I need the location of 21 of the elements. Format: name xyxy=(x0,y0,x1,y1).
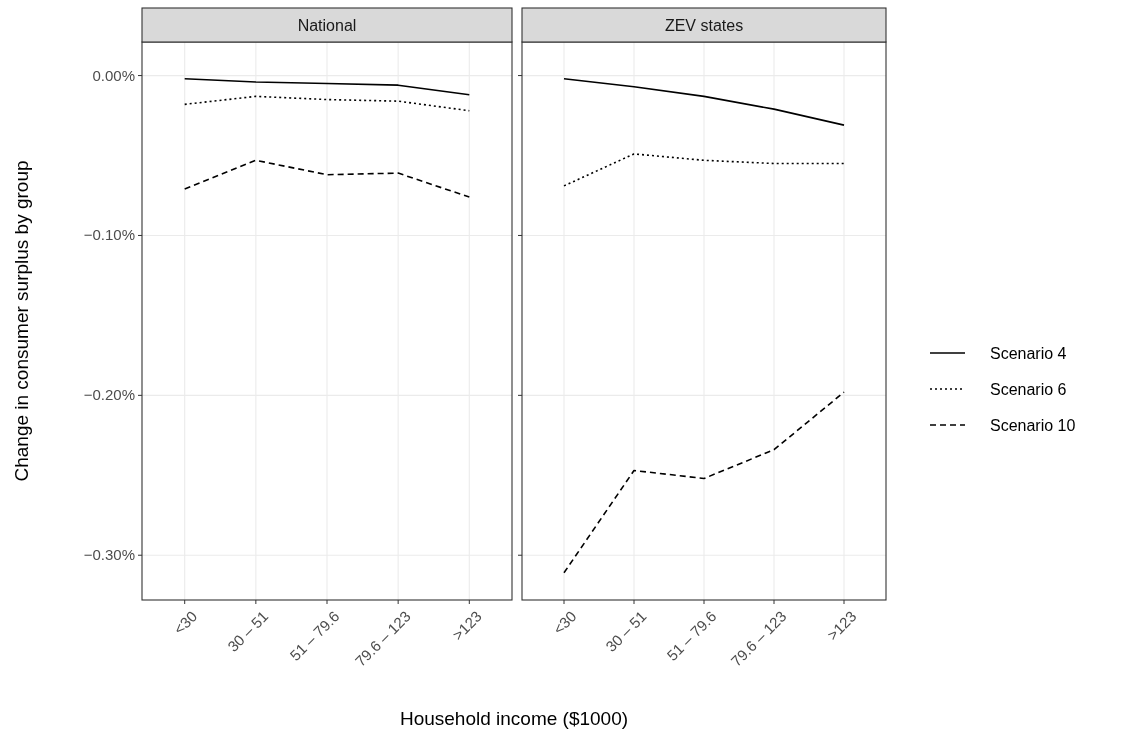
legend-label: Scenario 6 xyxy=(990,381,1067,398)
y-tick-label: −0.30% xyxy=(83,546,135,564)
y-tick-label: 0.00% xyxy=(92,66,135,84)
x-tick-label: 30 – 51 xyxy=(602,607,650,655)
chart-title: ZEV states xyxy=(664,17,744,34)
line-series xyxy=(183,77,471,96)
x-tick-label: 51 – 79.6 xyxy=(286,607,343,664)
legend-label: Scenario 4 xyxy=(990,345,1067,362)
y-tick-label: −0.20% xyxy=(83,386,135,404)
x-tick-label: 79.6 – 123 xyxy=(727,607,790,670)
chart-title: National xyxy=(297,17,357,34)
x-tick-label: <30 xyxy=(170,607,201,638)
line-series xyxy=(183,159,471,198)
x-tick-label: 30 – 51 xyxy=(223,607,272,655)
legend-label: Scenario 10 xyxy=(990,417,1076,434)
x-tick-label: <30 xyxy=(549,607,580,638)
y-tick-label: −0.10% xyxy=(83,226,135,244)
y-axis-title: Change in consumer surplus by group xyxy=(11,160,32,482)
x-tick-label: 51 – 79.6 xyxy=(663,607,720,664)
x-tick-label: 79.6 – 123 xyxy=(351,607,414,670)
x-axis-title: Household income ($1000) xyxy=(399,708,629,729)
